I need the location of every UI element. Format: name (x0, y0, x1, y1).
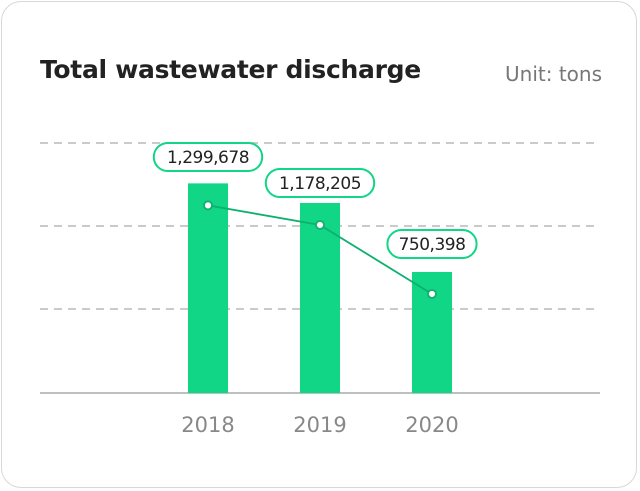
unit-label: Unit: tons (505, 62, 602, 86)
trend-point (427, 289, 437, 299)
x-tick-label: 2020 (405, 413, 458, 437)
bar-2019 (300, 202, 340, 393)
x-tick-label: 2019 (293, 413, 346, 437)
value-label-bubble (264, 168, 376, 198)
trend-point (203, 200, 213, 211)
value-label-bubble (386, 229, 478, 259)
bar-2018 (188, 183, 228, 393)
value-label: 1,178,205 (279, 174, 361, 194)
chart-title: Total wastewater discharge (40, 55, 421, 84)
value-label: 750,398 (399, 235, 466, 255)
trend-point (315, 220, 325, 230)
x-tick-label: 2018 (181, 413, 234, 437)
value-label: 1,299,678 (167, 148, 249, 168)
value-label-bubble (152, 142, 264, 172)
